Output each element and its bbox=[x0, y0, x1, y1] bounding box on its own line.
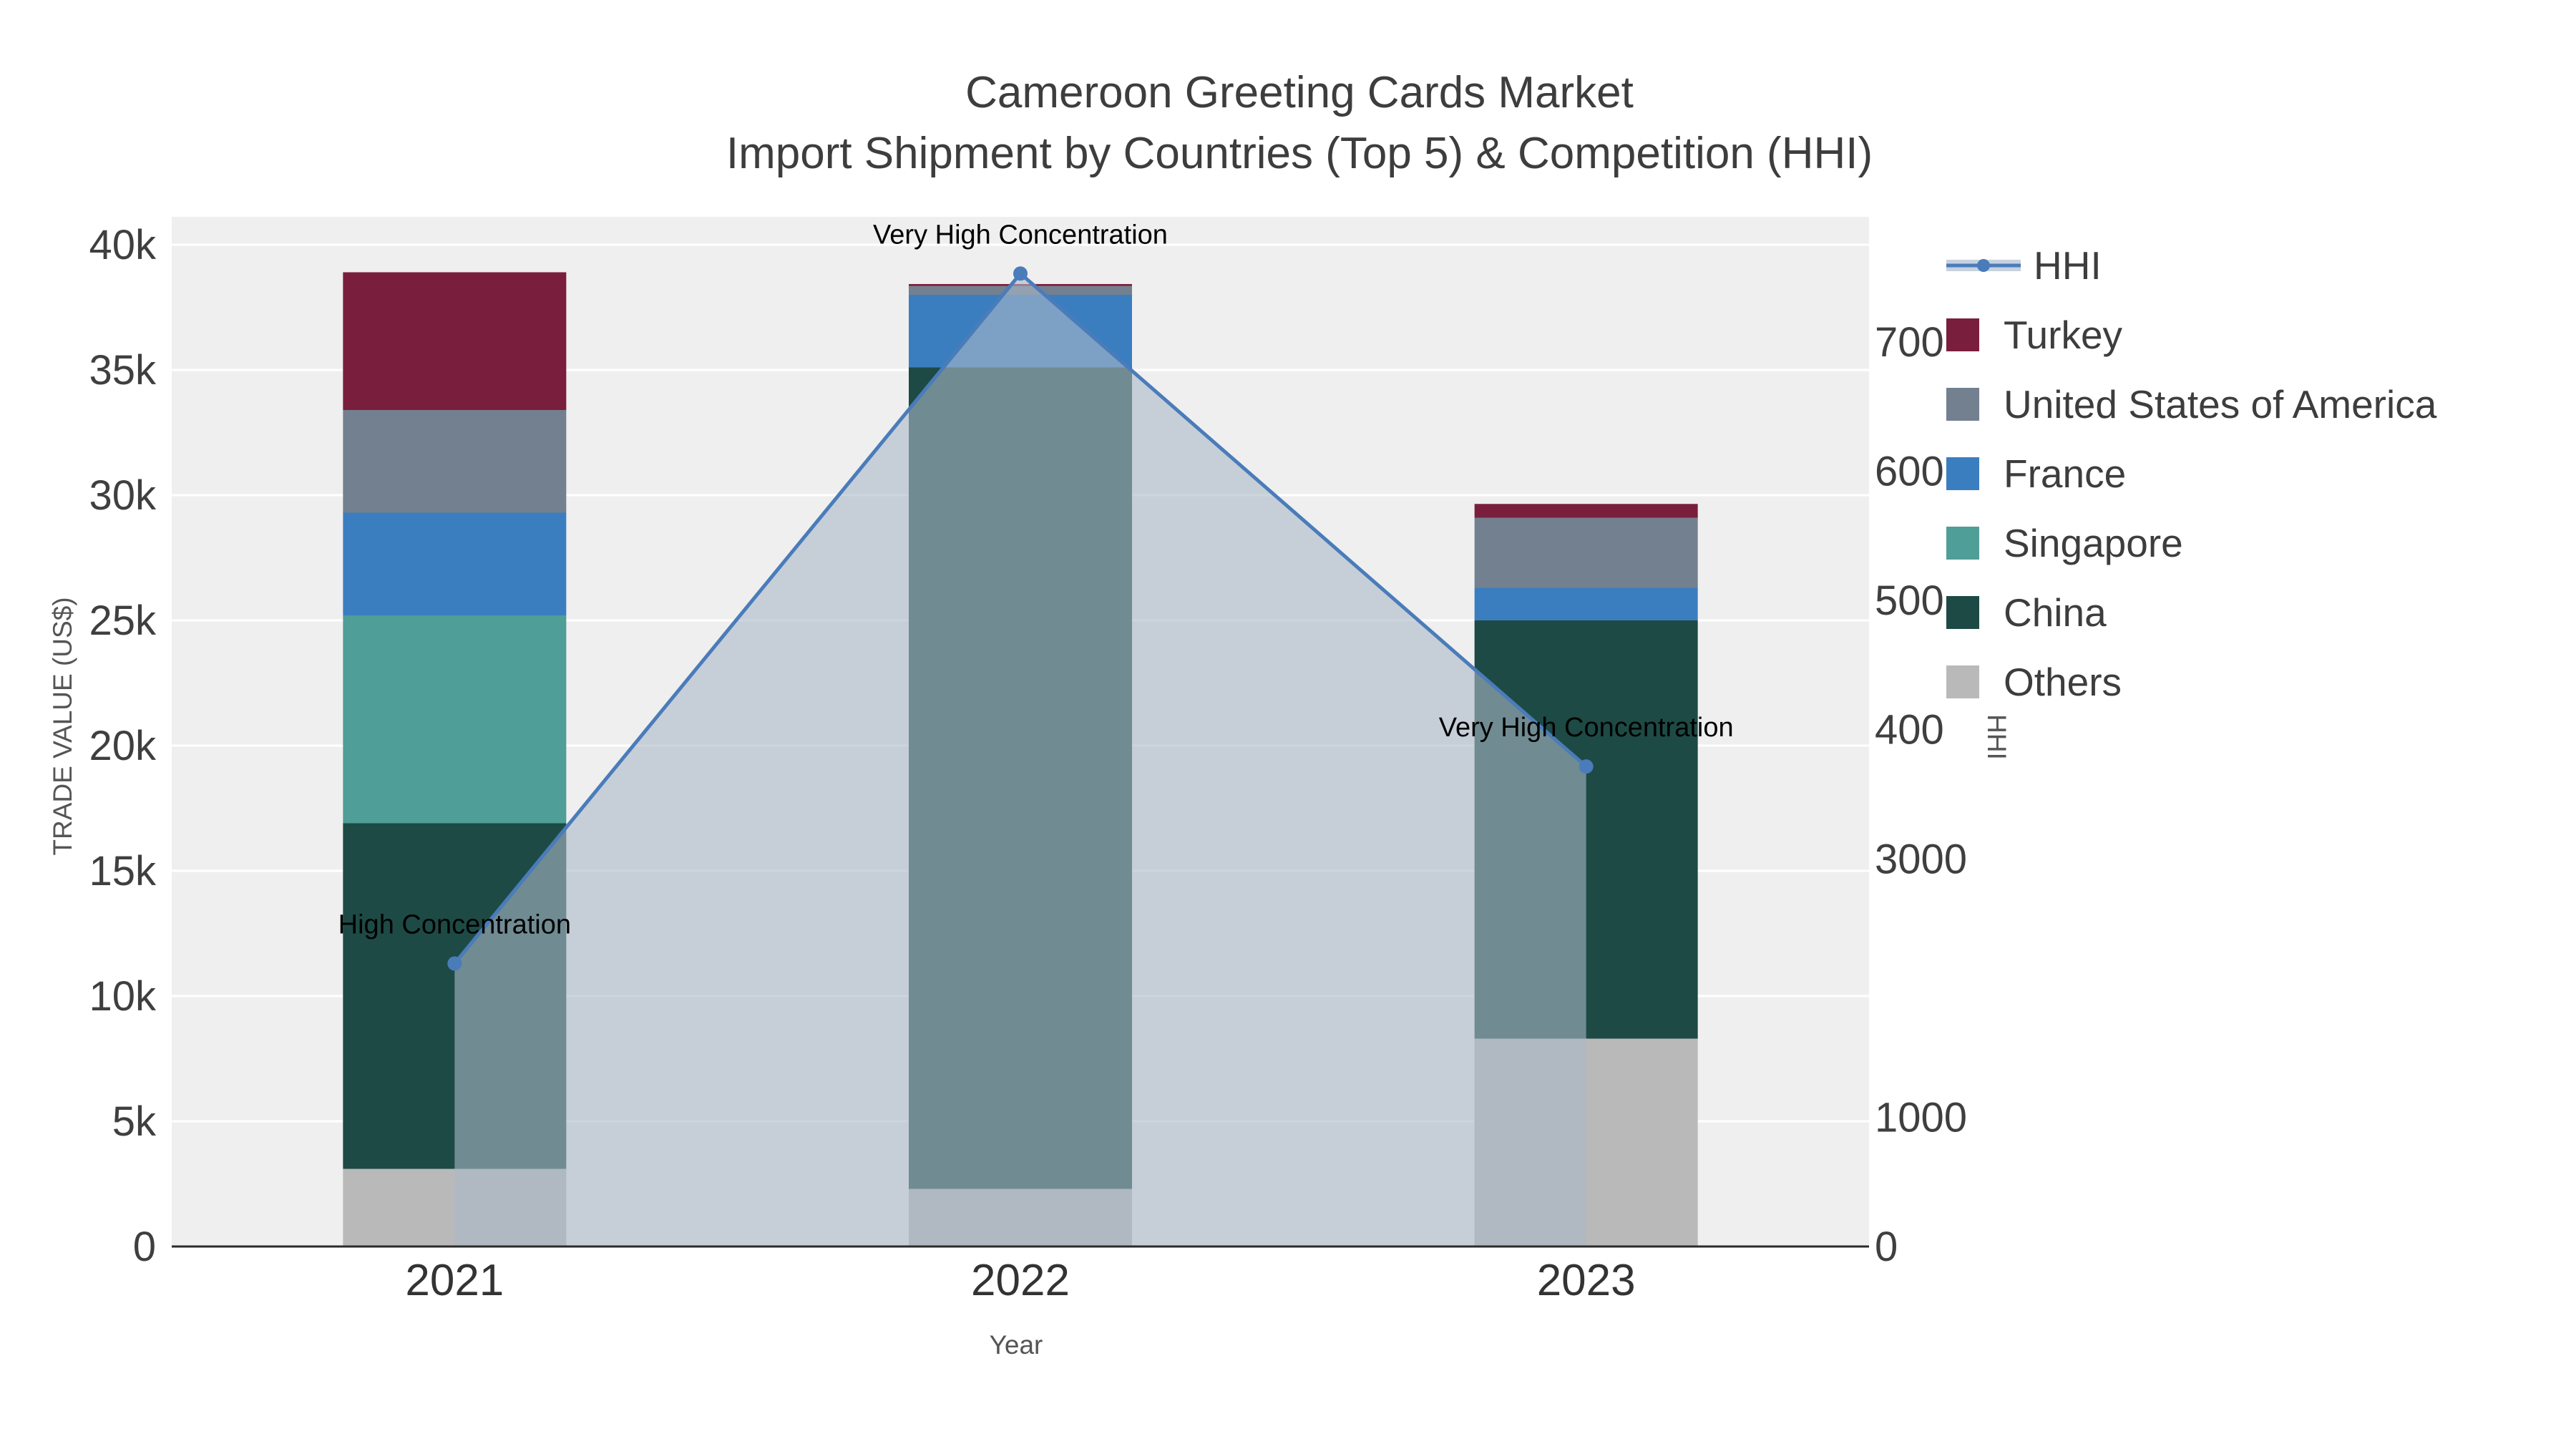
legend-label: Others bbox=[2004, 659, 2122, 704]
bar-segment-turkey-2023 bbox=[1474, 504, 1698, 518]
x-tick-label-2023: 2023 bbox=[1537, 1256, 1636, 1305]
y-right-tick-label: 400 bbox=[1875, 707, 1944, 753]
annotation-2022: Very High Concentration bbox=[873, 220, 1168, 250]
y-left-tick-label: 20k bbox=[89, 723, 157, 769]
legend-label: China bbox=[2004, 590, 2107, 635]
legend-line-swatch bbox=[1946, 249, 2021, 282]
y-right-tick-label: 0 bbox=[1875, 1224, 1898, 1270]
legend-item-france[interactable]: France bbox=[1946, 439, 2436, 508]
legend-square-swatch bbox=[1946, 318, 1979, 351]
y-left-tick-label: 10k bbox=[89, 973, 157, 1020]
bar-segment-united-states-of-america-2023 bbox=[1474, 517, 1698, 588]
x-tick-label-2021: 2021 bbox=[405, 1256, 504, 1305]
legend-label: Turkey bbox=[2004, 312, 2123, 357]
bar-segment-singapore-2021 bbox=[343, 615, 567, 824]
legend-square-swatch bbox=[1946, 595, 1979, 629]
bar-segment-france-2021 bbox=[343, 512, 567, 615]
legend-item-others[interactable]: Others bbox=[1946, 647, 2436, 716]
bar-segment-france-2023 bbox=[1474, 587, 1698, 620]
y-right-tick-label: 700 bbox=[1875, 319, 1944, 366]
legend-item-singapore[interactable]: Singapore bbox=[1946, 508, 2436, 577]
y-left-tick-label: 35k bbox=[89, 347, 157, 394]
legend-label: HHI bbox=[2034, 243, 2102, 288]
legend-label: France bbox=[2004, 451, 2127, 496]
bar-segment-turkey-2021 bbox=[343, 272, 567, 410]
legend-square-swatch bbox=[1946, 387, 1979, 421]
y-left-tick-label: 15k bbox=[89, 848, 157, 894]
y-right-tick-label: 600 bbox=[1875, 449, 1944, 495]
legend-square-swatch bbox=[1946, 526, 1979, 560]
annotation-2023: Very High Concentration bbox=[1439, 713, 1734, 743]
y-left-tick-label: 30k bbox=[89, 472, 157, 519]
hhi-marker-2023 bbox=[1579, 759, 1594, 774]
legend-item-turkey[interactable]: Turkey bbox=[1946, 300, 2436, 369]
x-axis-title: Year bbox=[990, 1330, 1043, 1360]
legend-square-swatch bbox=[1946, 665, 1979, 698]
y-left-tick-label: 40k bbox=[89, 222, 157, 268]
legend-item-united-states-of-america[interactable]: United States of America bbox=[1946, 369, 2436, 439]
legend-item-china[interactable]: China bbox=[1946, 577, 2436, 647]
y-left-tick-label: 0 bbox=[133, 1224, 156, 1270]
bar-segment-united-states-of-america-2021 bbox=[343, 410, 567, 513]
x-tick-label-2022: 2022 bbox=[971, 1256, 1070, 1305]
annotation-2021: High Concentration bbox=[338, 910, 571, 940]
hhi-area-fill bbox=[454, 273, 1586, 1247]
y-left-tick-label: 25k bbox=[89, 597, 157, 644]
legend-label: United States of America bbox=[2004, 381, 2437, 426]
y-left-axis-title: TRADE VALUE (US$) bbox=[48, 597, 77, 855]
y-right-tick-label: 3000 bbox=[1875, 836, 1967, 882]
legend-item-hhi[interactable]: HHI bbox=[1946, 230, 2436, 300]
legend: HHI Turkey United States of America France S… bbox=[1946, 230, 2447, 716]
hhi-marker-2022 bbox=[1013, 266, 1028, 281]
y-right-axis-title: HHI bbox=[1982, 714, 2011, 760]
y-right-tick-label: 500 bbox=[1875, 577, 1944, 624]
hhi-marker-2021 bbox=[447, 956, 462, 971]
chart-title-line1: Cameroon Greeting Cards Market bbox=[965, 68, 1634, 117]
chart-title-line2: Import Shipment by Countries (Top 5) & C… bbox=[726, 129, 1873, 178]
legend-square-swatch bbox=[1946, 457, 1979, 490]
legend-label: Singapore bbox=[2004, 520, 2183, 565]
y-left-tick-label: 5k bbox=[112, 1098, 157, 1145]
y-right-tick-label: 1000 bbox=[1875, 1094, 1967, 1141]
